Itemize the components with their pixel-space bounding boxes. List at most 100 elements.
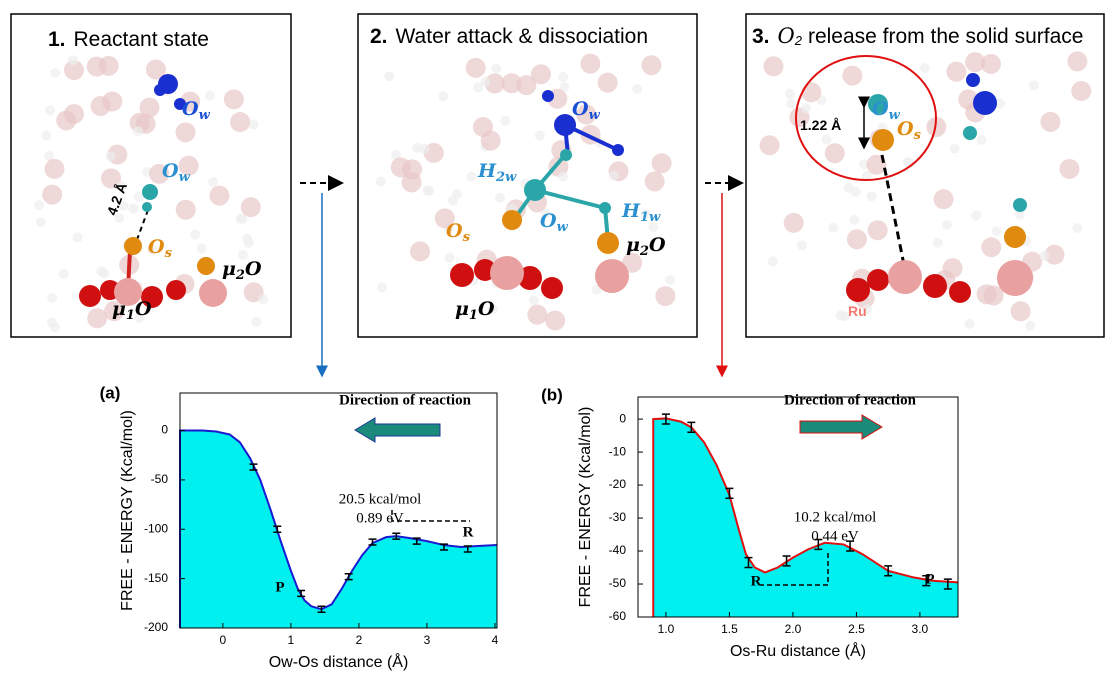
y-tick-label: -150 [144, 571, 168, 585]
annotation: P [275, 579, 284, 595]
label-suffix: O [135, 298, 152, 320]
background-atom [768, 256, 779, 267]
background-atom [821, 134, 832, 145]
background-atom [401, 172, 422, 193]
background-atom [105, 151, 116, 162]
background-atom [243, 238, 254, 249]
label-subscript: 1 [469, 308, 478, 323]
background-atom [175, 199, 196, 220]
background-atom [545, 310, 566, 331]
panel-title-text: Water attack & dissociation [396, 25, 649, 48]
background-atom [1040, 111, 1061, 132]
background-atom [33, 200, 44, 211]
background-atom [980, 53, 1001, 74]
annotation: R [751, 573, 762, 589]
panel-title: 1. Reactant state [48, 28, 209, 51]
x-tick-label: 3 [424, 633, 431, 647]
panel-frame [745, 13, 1105, 338]
background-atom [473, 82, 484, 93]
atom-label: Ow [182, 98, 211, 123]
area [180, 430, 497, 628]
background-atom [258, 294, 269, 305]
chart-label: (a) [100, 383, 121, 402]
panel-number: 1. [48, 28, 66, 51]
barrier-guide [391, 510, 470, 522]
background-atom [1039, 250, 1050, 261]
background-atom [98, 55, 119, 76]
annotation: R [463, 524, 474, 540]
background-atom [128, 203, 139, 214]
background-atom [444, 252, 455, 263]
background-atom [784, 88, 795, 99]
background-atom [102, 91, 123, 112]
background-atom [651, 153, 672, 174]
label-subscript: 2w [495, 170, 517, 185]
panel-number: 3. [752, 25, 770, 48]
direction-arrow [354, 417, 441, 443]
background-atom [412, 142, 423, 153]
atom-label: μ1O [112, 298, 152, 323]
background-atom [622, 252, 643, 273]
x-tick-label: 4 [492, 633, 499, 647]
annotation: P [925, 571, 934, 587]
background-atom [205, 90, 216, 101]
background-atom [965, 52, 986, 73]
background-atom [223, 89, 244, 110]
background-atom [632, 83, 643, 94]
atom-label: Ow [572, 98, 601, 123]
background-atom [534, 130, 545, 141]
x-tick-label: 1.0 [658, 622, 675, 636]
x-axis-title: Os-Ru distance (Å) [730, 641, 866, 660]
label-text: Ru [848, 303, 867, 319]
background-atom [763, 56, 784, 77]
x-tick-label: 2 [356, 633, 363, 647]
background-atom [850, 186, 861, 197]
atom-label: Ow [872, 98, 901, 123]
atom-label: H2w [477, 160, 517, 185]
background-atom [932, 237, 943, 248]
label-text: μ [626, 234, 640, 256]
background-atom [466, 171, 477, 182]
background-atom [419, 143, 430, 154]
background-atom [87, 308, 108, 329]
annotation: 0.89 eV [356, 510, 404, 526]
label-text: H [477, 160, 497, 182]
background-atom [1014, 209, 1025, 220]
background-atom [46, 317, 57, 328]
background-atom [580, 53, 601, 74]
plot-frame [179, 392, 498, 629]
label-text: O [148, 236, 165, 258]
label-text: O [540, 210, 557, 232]
error-bar [249, 463, 258, 471]
label-text: μ [222, 258, 236, 280]
label-text: O [162, 160, 179, 182]
background-atom [641, 55, 662, 76]
background-atom [251, 316, 262, 327]
background-atom [452, 189, 463, 200]
label-subscript: 1w [640, 210, 661, 225]
y-tick-label: -60 [609, 609, 627, 623]
background-atom [235, 213, 246, 224]
error-bar [782, 555, 791, 567]
background-atom [516, 75, 537, 96]
background-atom [230, 112, 251, 133]
background-atom [862, 304, 873, 315]
background-atom [1010, 301, 1031, 322]
background-atom [44, 158, 65, 179]
background-atom [949, 143, 960, 154]
background-atom [480, 77, 491, 88]
label-subscript: s [914, 128, 922, 143]
background-atom [45, 105, 56, 116]
panel-frame [357, 13, 698, 338]
label-subscript: w [199, 108, 211, 123]
background-atom [946, 61, 967, 82]
y-tick-label: -200 [144, 620, 168, 634]
background-atom [238, 249, 249, 260]
atom-label: Os [897, 118, 922, 143]
background-atom [530, 64, 551, 85]
atom-label: 1.22 Å [800, 117, 841, 133]
background-atom [824, 143, 845, 164]
background-atom [434, 208, 455, 229]
background-atom [861, 171, 872, 182]
atom-label: Ow [540, 210, 569, 235]
